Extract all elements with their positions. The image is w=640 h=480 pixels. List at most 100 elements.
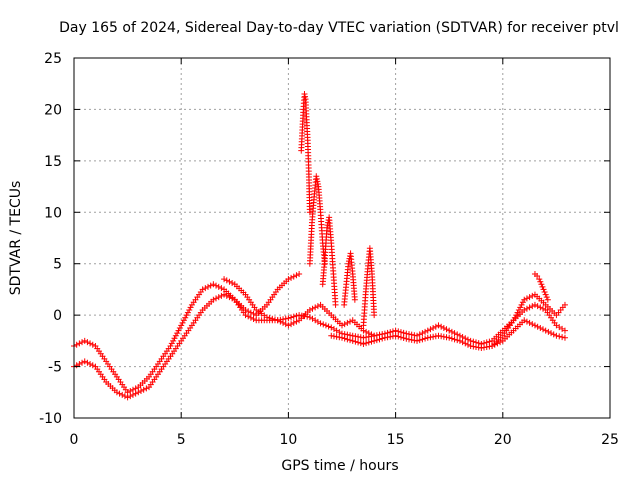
data-point bbox=[531, 301, 538, 308]
data-point-interp bbox=[288, 321, 295, 328]
points-layer bbox=[71, 91, 568, 401]
x-tick-label: 5 bbox=[177, 432, 186, 448]
series-track-4 bbox=[328, 317, 568, 352]
data-point-interp bbox=[309, 305, 316, 312]
data-point-interp bbox=[143, 385, 150, 392]
data-point-interp bbox=[229, 280, 236, 286]
data-point-interp bbox=[523, 318, 530, 325]
data-point-interp bbox=[422, 335, 429, 342]
data-point-interp bbox=[355, 333, 362, 340]
chart-title: Day 165 of 2024, Sidereal Day-to-day VTE… bbox=[59, 20, 619, 36]
data-point-interp bbox=[187, 304, 194, 311]
data-point-interp bbox=[427, 326, 434, 333]
data-point bbox=[301, 91, 308, 97]
data-point-interp bbox=[175, 327, 182, 334]
data-point-interp bbox=[288, 274, 295, 281]
data-point-interp bbox=[266, 314, 273, 321]
data-point bbox=[81, 358, 88, 365]
data-point-interp bbox=[272, 316, 278, 323]
data-point bbox=[124, 389, 131, 396]
data-point-interp bbox=[352, 333, 359, 340]
data-point-interp bbox=[459, 334, 466, 340]
data-point-interp bbox=[368, 331, 375, 338]
data-point bbox=[371, 337, 378, 344]
data-point bbox=[328, 332, 335, 339]
data-point-interp bbox=[526, 294, 533, 301]
y-tick-label: -5 bbox=[48, 360, 62, 376]
data-point-interp bbox=[213, 282, 220, 289]
data-point-interp bbox=[395, 328, 402, 335]
data-point bbox=[446, 327, 453, 334]
data-point bbox=[403, 335, 410, 342]
data-point-interp bbox=[416, 331, 423, 338]
data-point bbox=[371, 332, 378, 339]
data-point-interp bbox=[454, 331, 461, 338]
data-point-interp bbox=[363, 334, 370, 341]
x-tick-label: 25 bbox=[601, 432, 619, 448]
data-point-interp bbox=[519, 299, 526, 306]
data-point-interp bbox=[172, 332, 179, 339]
data-point-interp bbox=[534, 303, 541, 310]
data-point-interp bbox=[245, 313, 252, 320]
y-tick-label: 25 bbox=[44, 51, 62, 67]
data-point-interp bbox=[411, 332, 418, 339]
series-track-5 bbox=[489, 291, 568, 349]
data-point bbox=[349, 332, 356, 339]
data-point-interp bbox=[526, 319, 533, 326]
data-point-interp bbox=[408, 336, 415, 343]
data-point-interp bbox=[333, 333, 340, 340]
data-point-interp bbox=[76, 340, 83, 347]
data-point-interp bbox=[454, 337, 461, 344]
data-point-interp bbox=[365, 339, 372, 346]
data-point-interp bbox=[406, 336, 412, 343]
data-point bbox=[349, 337, 356, 344]
data-point bbox=[536, 276, 543, 283]
data-point-interp bbox=[223, 292, 230, 299]
data-point bbox=[424, 334, 431, 341]
data-point bbox=[178, 322, 185, 329]
data-point bbox=[124, 394, 131, 401]
data-point-interp bbox=[430, 333, 437, 340]
data-point-interp bbox=[540, 326, 546, 333]
data-point-interp bbox=[408, 331, 415, 338]
data-point-interp bbox=[475, 344, 482, 351]
data-point-interp bbox=[387, 333, 394, 340]
data-point bbox=[553, 332, 560, 339]
data-point-interp bbox=[282, 321, 289, 328]
data-point-interp bbox=[229, 295, 236, 302]
data-point bbox=[381, 334, 388, 341]
data-point-interp bbox=[347, 318, 354, 325]
data-point-interp bbox=[529, 321, 536, 328]
x-axis-label: GPS time / hours bbox=[281, 458, 398, 474]
data-point-interp bbox=[352, 338, 359, 345]
y-tick-label: -10 bbox=[39, 411, 62, 427]
data-point-interp bbox=[184, 309, 191, 316]
data-point bbox=[345, 260, 352, 267]
plot-frame bbox=[73, 57, 611, 419]
data-point-interp bbox=[215, 283, 222, 290]
data-point-interp bbox=[400, 335, 407, 342]
data-point-interp bbox=[357, 340, 364, 347]
data-point-interp bbox=[87, 361, 94, 367]
data-point-interp bbox=[277, 318, 284, 325]
data-point-interp bbox=[176, 325, 183, 331]
data-point-interp bbox=[448, 328, 455, 335]
data-point-interp bbox=[483, 344, 490, 351]
data-point-interp bbox=[247, 309, 254, 316]
data-point-interp bbox=[84, 359, 91, 366]
data-point-interp bbox=[119, 391, 126, 398]
data-point-interp bbox=[440, 333, 447, 340]
data-point-interp bbox=[379, 335, 386, 342]
y-tick-label: 5 bbox=[53, 257, 62, 273]
data-point-interp bbox=[432, 333, 439, 340]
data-point-interp bbox=[550, 331, 557, 338]
data-point-interp bbox=[215, 294, 222, 301]
data-point bbox=[113, 389, 120, 396]
data-point-interp bbox=[186, 307, 193, 313]
series-spike-4 bbox=[341, 250, 358, 308]
data-point-interp bbox=[250, 316, 257, 322]
data-point bbox=[542, 327, 549, 334]
data-point bbox=[414, 332, 421, 339]
data-point-interp bbox=[518, 301, 525, 308]
data-point-interp bbox=[462, 335, 469, 342]
